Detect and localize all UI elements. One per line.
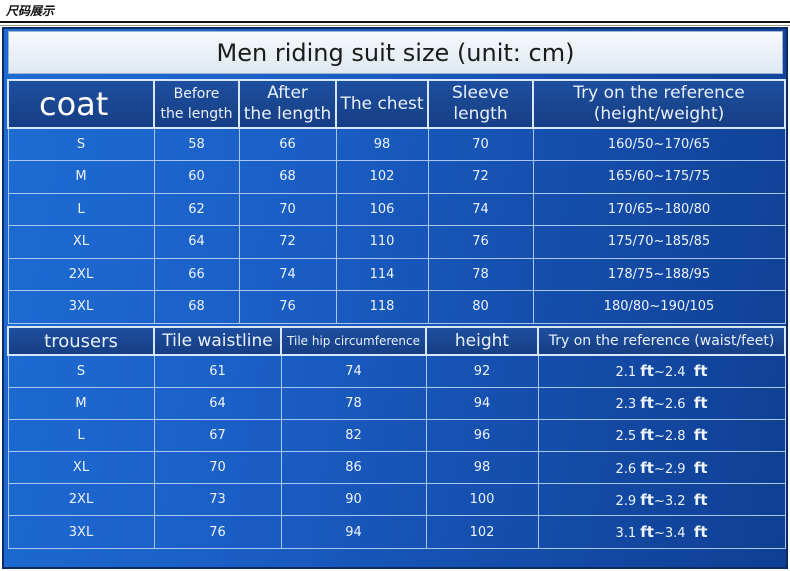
reference-cell: 2.1 ft~2.4 ft — [537, 354, 786, 388]
reference-cell: 178/75~188/95 — [532, 257, 786, 291]
hip-cell: 94 — [280, 515, 427, 549]
waistline-cell: 67 — [153, 418, 282, 453]
size-cell: XL — [7, 451, 155, 485]
chart-title: Men riding suit size (unit: cm) — [216, 39, 575, 67]
coat-header-row: coat Before the length After the length Th… — [7, 79, 786, 129]
trousers-size-table: trousers Tile waistline Tile hip circumf… — [7, 326, 786, 549]
reference-cell: 2.6 ft~2.9 ft — [537, 451, 786, 485]
size-cell: L — [7, 192, 155, 226]
trousers-header-waistline: Tile waistline — [153, 326, 282, 356]
size-cell: 3XL — [7, 515, 155, 549]
table-row: 3XL 76 94 102 3.1 ft~3.4 ft — [7, 515, 786, 549]
hip-cell: 78 — [280, 386, 427, 420]
height-cell: 92 — [425, 354, 539, 388]
table-row: 2XL 66 74 114 78 178/75~188/95 — [7, 257, 786, 291]
chest-cell: 102 — [335, 160, 429, 194]
waistline-cell: 70 — [153, 451, 282, 485]
table-row: S 58 66 98 70 160/50~170/65 — [7, 127, 786, 161]
coat-header-after-length: After the length — [238, 79, 337, 129]
reference-cell: 3.1 ft~3.4 ft — [537, 515, 786, 549]
size-cell: 2XL — [7, 483, 155, 517]
height-cell: 100 — [425, 483, 539, 517]
reference-cell: 2.9 ft~3.2 ft — [537, 483, 786, 517]
reference-cell: 2.5 ft~2.8 ft — [537, 418, 786, 453]
before-length-cell: 68 — [153, 290, 240, 324]
size-cell: XL — [7, 225, 155, 259]
reference-cell: 165/60~175/75 — [532, 160, 786, 194]
chest-cell: 114 — [335, 257, 429, 291]
size-cell: S — [7, 354, 155, 388]
before-length-cell: 60 — [153, 160, 240, 194]
hip-cell: 86 — [280, 451, 427, 485]
height-cell: 98 — [425, 451, 539, 485]
chest-cell: 110 — [335, 225, 429, 259]
page-label: 尺码展示 — [6, 4, 55, 18]
trousers-label: trousers — [7, 326, 155, 356]
waistline-cell: 64 — [153, 386, 282, 420]
trousers-header-height: height — [425, 326, 539, 356]
table-row: XL 64 72 110 76 175/70~185/85 — [7, 225, 786, 259]
waistline-cell: 76 — [153, 515, 282, 549]
table-row: L 67 82 96 2.5 ft~2.8 ft — [7, 418, 786, 453]
coat-size-table: coat Before the length After the length Th… — [7, 79, 786, 324]
table-row: L 62 70 106 74 170/65~180/80 — [7, 192, 786, 226]
size-cell: 3XL — [7, 290, 155, 324]
chest-cell: 98 — [335, 127, 429, 161]
size-cell: M — [7, 386, 155, 420]
chest-cell: 106 — [335, 192, 429, 226]
reference-cell: 175/70~185/85 — [532, 225, 786, 259]
before-length-cell: 58 — [153, 127, 240, 161]
reference-cell: 160/50~170/65 — [532, 127, 786, 161]
waistline-cell: 61 — [153, 354, 282, 388]
divider — [0, 21, 790, 23]
divider — [0, 25, 790, 26]
table-row: S 61 74 92 2.1 ft~2.4 ft — [7, 354, 786, 388]
after-length-cell: 68 — [238, 160, 337, 194]
after-length-cell: 66 — [238, 127, 337, 161]
after-length-cell: 70 — [238, 192, 337, 226]
table-row: M 64 78 94 2.3 ft~2.6 ft — [7, 386, 786, 420]
before-length-cell: 62 — [153, 192, 240, 226]
coat-label: coat — [7, 79, 155, 129]
size-chart-panel: Men riding suit size (unit: cm) coat Bef… — [2, 27, 788, 569]
height-cell: 102 — [425, 515, 539, 549]
coat-header-chest: The chest — [335, 79, 429, 129]
table-row: M 60 68 102 72 165/60~175/75 — [7, 160, 786, 194]
after-length-cell: 76 — [238, 290, 337, 324]
hip-cell: 82 — [280, 418, 427, 453]
size-cell: 2XL — [7, 257, 155, 291]
waistline-cell: 73 — [153, 483, 282, 517]
size-cell: M — [7, 160, 155, 194]
coat-header-sleeve-length: Sleeve length — [427, 79, 534, 129]
coat-header-reference: Try on the reference (height/weight) — [532, 79, 786, 129]
reference-cell: 170/65~180/80 — [532, 192, 786, 226]
sleeve-length-cell: 70 — [427, 127, 534, 161]
trousers-header-reference: Try on the reference (waist/feet) — [537, 326, 786, 356]
table-row: 3XL 68 76 118 80 180/80~190/105 — [7, 290, 786, 324]
coat-header-before-length: Before the length — [153, 79, 240, 129]
chest-cell: 118 — [335, 290, 429, 324]
sleeve-length-cell: 80 — [427, 290, 534, 324]
reference-cell: 180/80~190/105 — [532, 290, 786, 324]
table-row: 2XL 73 90 100 2.9 ft~3.2 ft — [7, 483, 786, 517]
hip-cell: 90 — [280, 483, 427, 517]
table-row: XL 70 86 98 2.6 ft~2.9 ft — [7, 451, 786, 485]
trousers-header-hip: Tile hip circumference — [280, 326, 427, 356]
trousers-header-row: trousers Tile waistline Tile hip circumf… — [7, 326, 786, 356]
after-length-cell: 72 — [238, 225, 337, 259]
sleeve-length-cell: 74 — [427, 192, 534, 226]
before-length-cell: 64 — [153, 225, 240, 259]
reference-cell: 2.3 ft~2.6 ft — [537, 386, 786, 420]
before-length-cell: 66 — [153, 257, 240, 291]
sleeve-length-cell: 76 — [427, 225, 534, 259]
hip-cell: 74 — [280, 354, 427, 388]
sleeve-length-cell: 78 — [427, 257, 534, 291]
height-cell: 96 — [425, 418, 539, 453]
height-cell: 94 — [425, 386, 539, 420]
size-cell: S — [7, 127, 155, 161]
after-length-cell: 74 — [238, 257, 337, 291]
size-cell: L — [7, 418, 155, 453]
title-bar: Men riding suit size (unit: cm) — [8, 31, 783, 74]
sleeve-length-cell: 72 — [427, 160, 534, 194]
